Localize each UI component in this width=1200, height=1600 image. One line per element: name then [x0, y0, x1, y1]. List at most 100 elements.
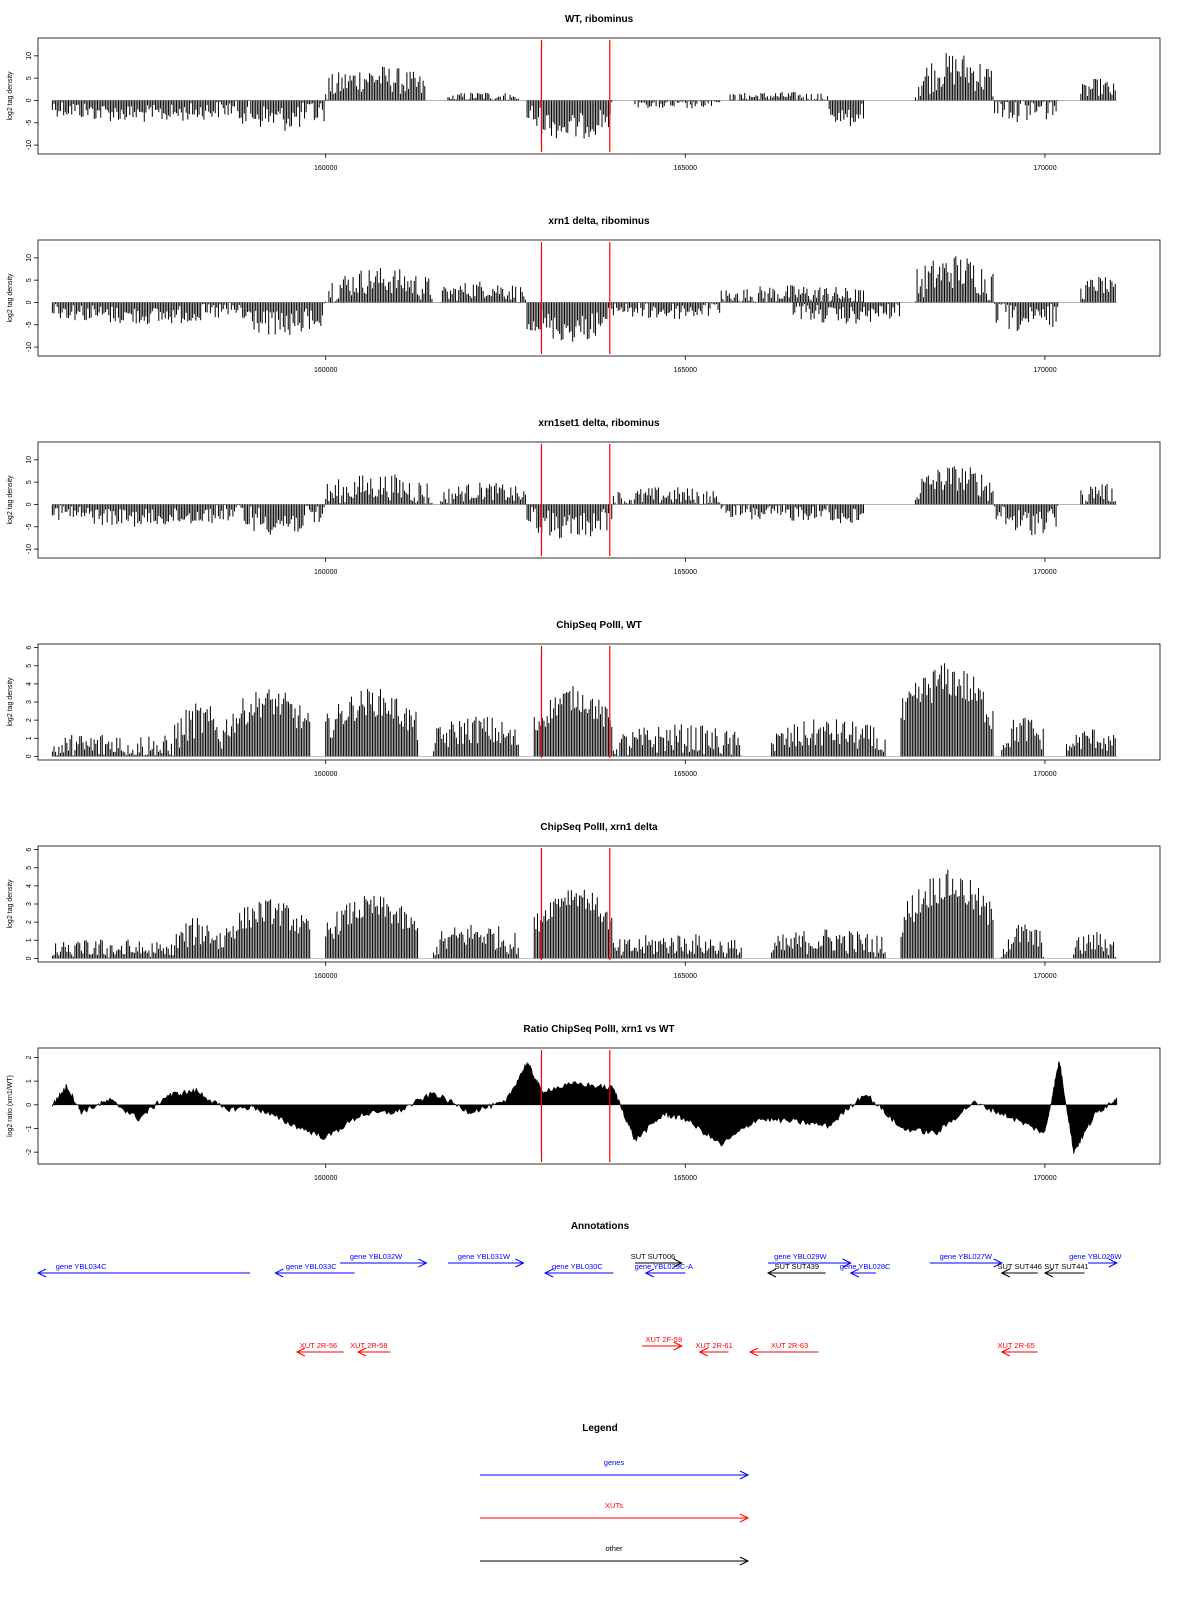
- other-label: SUT SUT446: [998, 1262, 1042, 1271]
- x-tick-label: 170000: [1033, 771, 1056, 778]
- y-tick-label: 1: [26, 1079, 33, 1083]
- y-tick-label: 0: [26, 98, 33, 102]
- genes-arrowhead-icon: [36, 1268, 47, 1278]
- y-axis-label: log2 ratio (xrn1/WT): [7, 1075, 14, 1137]
- data-segment: [447, 92, 519, 101]
- xuts-arrowhead-icon: [356, 1347, 367, 1357]
- data-segment: [771, 929, 886, 959]
- y-tick-label: -2: [26, 1149, 33, 1155]
- data-segment: [994, 302, 1059, 331]
- x-tick-label: 170000: [1033, 1175, 1056, 1182]
- data-segment: [900, 869, 994, 959]
- xuts-label: XUT 2R-63: [771, 1341, 808, 1350]
- xuts-label: XUT 2R-65: [997, 1341, 1034, 1350]
- ratio-area: [52, 1061, 1118, 1155]
- y-tick-label: 0: [26, 502, 33, 506]
- data-segment: [771, 719, 886, 757]
- y-tick-label: 1: [26, 938, 33, 942]
- genes-label: gene YBL029W: [774, 1252, 827, 1261]
- genes-label: gene YBL033C: [286, 1262, 337, 1271]
- xuts-arrowhead-icon: [295, 1347, 306, 1357]
- xuts-label: XUT 2F-59: [645, 1335, 682, 1344]
- chart-title: xrn1set1 delta, ribominus: [538, 418, 660, 429]
- data-segment: [433, 716, 519, 757]
- x-tick-label: 170000: [1033, 367, 1056, 374]
- other-label: SUT SUT006: [631, 1252, 675, 1261]
- other-arrowhead-icon: [1043, 1268, 1054, 1278]
- data-segment: [914, 53, 994, 101]
- data-segment: [325, 268, 433, 303]
- data-segment: [440, 482, 526, 505]
- legend-item-label: other: [605, 1544, 623, 1553]
- data-segment: [612, 302, 721, 320]
- data-segment: [51, 504, 239, 527]
- y-tick-label: -10: [26, 342, 33, 352]
- data-segment: [238, 504, 325, 535]
- y-tick-label: 1: [26, 736, 33, 740]
- data-segment: [1001, 924, 1044, 959]
- x-tick-label: 160000: [314, 771, 337, 778]
- plot-frame: [37, 441, 1161, 559]
- other-arrowhead-icon: [673, 1258, 683, 1268]
- y-tick-label: -10: [26, 544, 33, 554]
- y-tick-label: 10: [26, 456, 33, 464]
- data-segment: [612, 724, 742, 757]
- y-tick-label: 0: [26, 300, 33, 304]
- x-tick-label: 165000: [674, 973, 697, 980]
- genes-label: gene YBL026W: [1069, 1252, 1122, 1261]
- y-tick-label: -10: [26, 140, 33, 150]
- y-tick-label: 0: [26, 754, 33, 758]
- chart-title: Ratio ChipSeq PolII, xrn1 vs WT: [523, 1024, 674, 1035]
- y-tick-label: 6: [26, 646, 33, 650]
- data-segment: [828, 504, 864, 524]
- x-tick-label: 170000: [1033, 165, 1056, 172]
- genes-arrowhead-icon: [543, 1268, 554, 1278]
- chart-title: ChipSeq PolII, WT: [556, 620, 642, 631]
- data-segment: [533, 686, 613, 757]
- y-tick-label: 6: [26, 848, 33, 852]
- y-tick-label: 2: [26, 718, 33, 722]
- data-segment: [727, 91, 829, 101]
- y-axis-label: log2 tag density: [7, 677, 14, 727]
- data-segment: [1073, 932, 1116, 959]
- data-segment: [533, 889, 613, 959]
- data-segment: [634, 100, 721, 109]
- data-segment: [224, 899, 311, 959]
- data-segment: [526, 100, 613, 139]
- annotations-title: Annotations: [571, 1221, 630, 1232]
- genes-label: gene YBL034C: [56, 1262, 107, 1271]
- x-tick-label: 170000: [1033, 569, 1056, 576]
- genes-arrowhead-icon: [842, 1258, 852, 1268]
- data-segment: [51, 939, 174, 959]
- data-segment: [720, 285, 864, 303]
- data-segment: [1066, 729, 1116, 757]
- legend-item-label: XUTs: [605, 1501, 623, 1510]
- data-segment: [1080, 78, 1116, 101]
- genes-arrowhead-icon: [1108, 1258, 1118, 1268]
- data-segment: [325, 688, 419, 757]
- data-segment: [325, 66, 426, 101]
- data-segment: [1080, 483, 1116, 505]
- x-tick-label: 165000: [674, 771, 697, 778]
- genes-arrowhead-icon: [418, 1258, 428, 1268]
- chart-title: ChipSeq PolII, xrn1 delta: [540, 822, 658, 833]
- data-segment: [51, 734, 174, 757]
- genes-arrowhead-icon: [515, 1258, 525, 1268]
- x-tick-label: 160000: [314, 973, 337, 980]
- xuts-arrowhead-icon: [698, 1347, 708, 1357]
- y-tick-label: 5: [26, 480, 33, 484]
- data-segment: [612, 934, 742, 959]
- data-segment: [914, 256, 994, 303]
- y-tick-label: -5: [26, 322, 33, 328]
- legend-arrowhead-icon: [739, 1556, 750, 1566]
- y-tick-label: 5: [26, 664, 33, 668]
- other-arrowhead-icon: [766, 1268, 777, 1278]
- x-tick-label: 160000: [314, 367, 337, 374]
- plot-frame: [37, 1047, 1161, 1165]
- x-tick-label: 165000: [674, 569, 697, 576]
- y-tick-label: 4: [26, 682, 33, 686]
- y-axis-label: log2 tag density: [7, 273, 14, 323]
- data-segment: [612, 487, 721, 505]
- legend-item-label: genes: [604, 1458, 625, 1467]
- data-segment: [238, 100, 325, 131]
